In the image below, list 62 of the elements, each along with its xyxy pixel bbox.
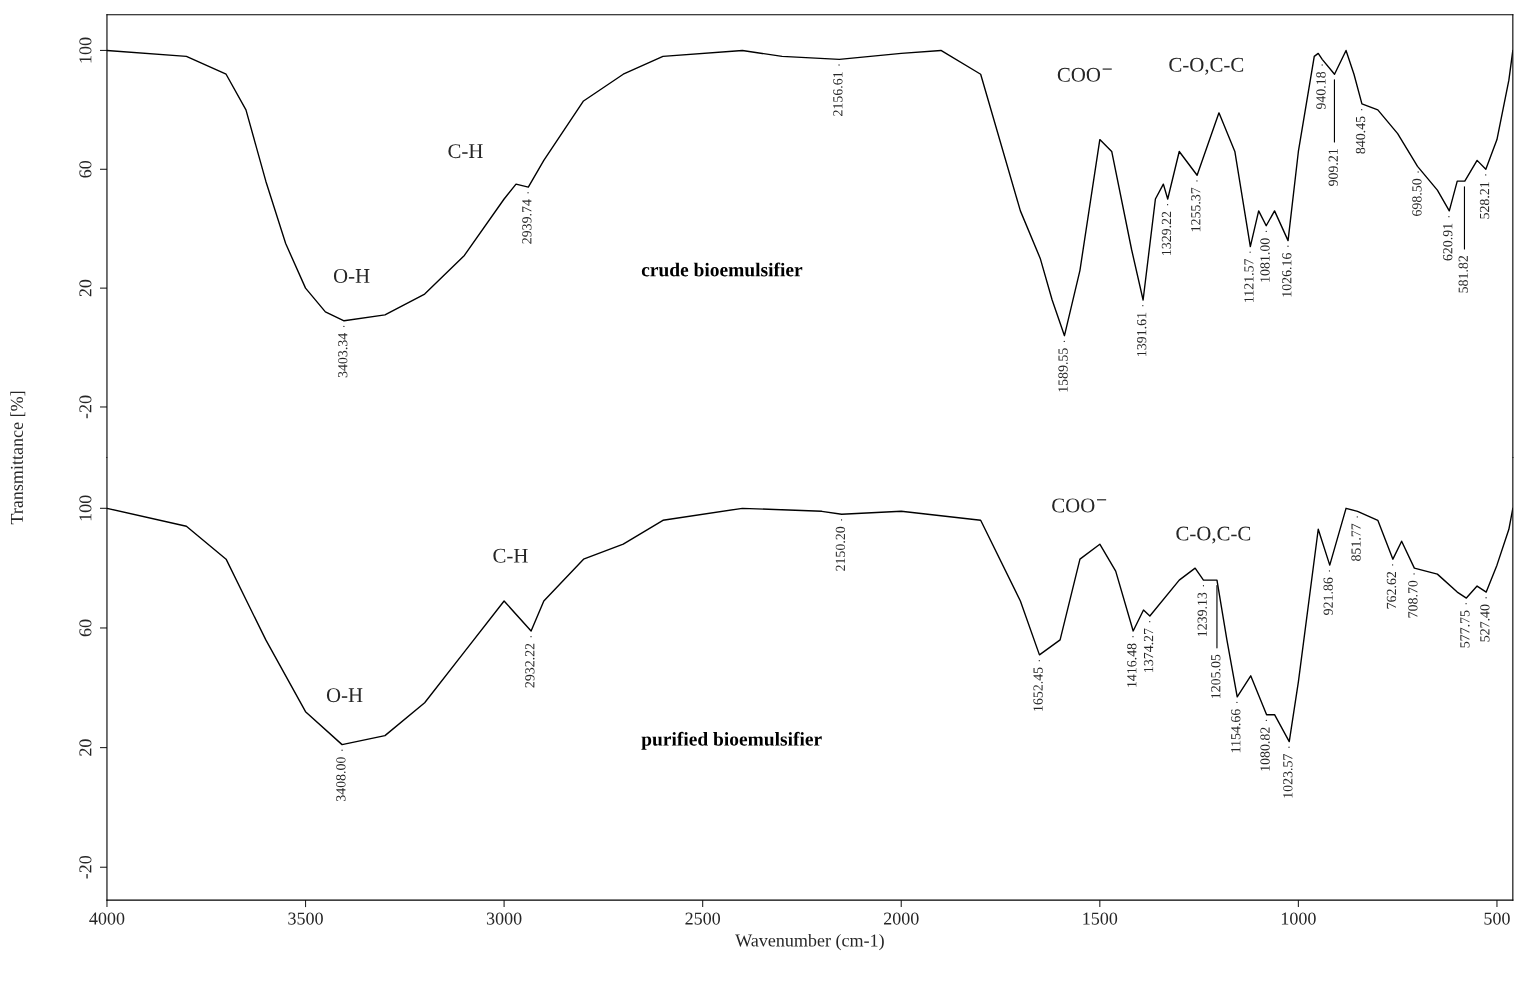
annotation: 940.18 [1316, 71, 1326, 110]
annotation: 1121.57 [1244, 258, 1254, 302]
x-tick-label: 4000 [89, 912, 125, 925]
annotation: C-O,C-C [1176, 526, 1251, 544]
x-tick-label: 500 [1484, 912, 1510, 925]
annotation: 762.62 [1386, 571, 1397, 609]
annotation: 708.70 [1408, 580, 1418, 618]
y-tick-label: 60 [79, 160, 92, 178]
annotation: 909.21 [1328, 149, 1338, 186]
annotation: 1374.27 [1143, 628, 1154, 672]
annotation: 527.40 [1480, 604, 1490, 642]
x-tick-label: 3500 [288, 912, 323, 925]
y-tick-label: -20 [79, 855, 92, 879]
y-tick-label: 100 [79, 37, 92, 63]
annotation: 581.82 [1458, 255, 1468, 293]
annotation: 1329.22 [1161, 211, 1172, 255]
annotation: 1652.45 [1033, 667, 1043, 711]
annotation: 2156.61 [833, 72, 843, 116]
annotation: O-H [333, 268, 370, 283]
annotation: 698.50 [1412, 178, 1422, 216]
annotation: COO$^{−}$ [1057, 67, 1112, 82]
annotation: C-H [448, 144, 483, 159]
y-tick-label: -20 [79, 395, 92, 419]
annotation: 1391.61 [1137, 312, 1147, 356]
text: crude bioemulsifier [641, 262, 803, 277]
annotation: 1589.55 [1058, 348, 1068, 392]
x-tick-label: 1000 [1281, 912, 1316, 925]
y-tick-label: 20 [79, 739, 92, 756]
annotation: 1255.37 [1191, 187, 1201, 232]
annotation: 1026.16 [1282, 253, 1292, 297]
annotation: C-O,C-C [1169, 57, 1244, 75]
annotation: 851.77 [1351, 523, 1361, 561]
annotation: 577.75 [1460, 610, 1470, 648]
annotation: COO$^{−}$ [1052, 498, 1107, 513]
y-tick-label: 60 [79, 619, 92, 637]
x-tick-label: 3000 [486, 912, 522, 925]
annotation: 921.86 [1323, 577, 1333, 615]
annotation: 2150.20 [835, 526, 846, 571]
x-tick-label: 2000 [883, 912, 919, 925]
annotation: 1416.48 [1127, 643, 1137, 687]
x-tick-label: 1500 [1083, 912, 1118, 925]
annotation: 1080.82 [1260, 727, 1270, 771]
annotation: 1081.00 [1260, 238, 1270, 282]
annotation: O-H [326, 688, 363, 703]
annotation: 3408.00 [336, 757, 346, 802]
annotation: 1239.13 [1197, 592, 1207, 637]
annotation: 1023.57 [1283, 754, 1293, 798]
x-axis-title: Wavenumber (cm-1) [735, 933, 884, 951]
annotation: 840.45 [1355, 116, 1366, 154]
annotation: 3403.34 [338, 333, 348, 378]
annotation: 2932.22 [525, 643, 535, 688]
x-tick-label: 2500 [685, 912, 721, 925]
y-tick-label: 100 [79, 495, 92, 521]
y-tick-label: 20 [79, 279, 92, 297]
annotation: C-H [493, 548, 528, 563]
annotation: 620.91 [1443, 223, 1453, 261]
text: purified bioemulsifier [641, 731, 822, 750]
annotation: 1205.05 [1211, 654, 1221, 699]
annotation: 528.21 [1479, 182, 1490, 219]
annotation: 2939.74 [522, 199, 532, 244]
y-axis-title: Transmittance [%] [10, 391, 26, 525]
annotation: 1154.66 [1231, 709, 1241, 753]
